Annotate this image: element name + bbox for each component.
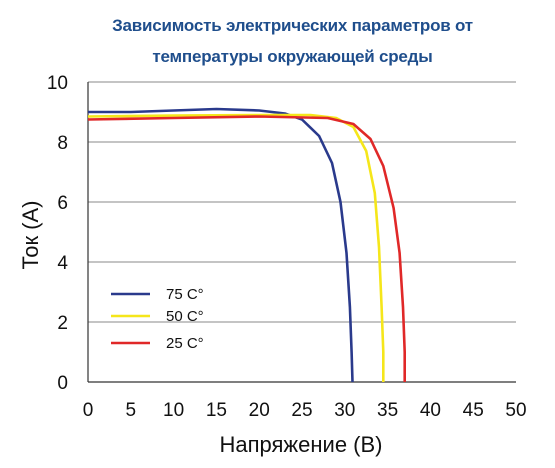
y-tick-label: 8 — [57, 133, 68, 154]
axes — [87, 82, 516, 383]
legend-label: 75 C° — [166, 286, 204, 303]
series-line — [88, 107, 354, 383]
legend-label: 50 C° — [166, 308, 204, 325]
x-tick-label: 5 — [126, 400, 137, 421]
x-tick-label: 20 — [249, 400, 270, 421]
y-tick-label: 10 — [47, 73, 68, 94]
chart-title-line-2: температуры окружающей среды — [152, 47, 433, 66]
x-tick-label: 15 — [206, 400, 227, 421]
x-tick-label: 50 — [505, 400, 526, 421]
y-tick-label: 4 — [57, 253, 68, 274]
y-axis-label: Ток (А) — [18, 200, 43, 269]
legend: 75 C° 50 C° 25 C° — [111, 286, 204, 352]
x-tick-label: 0 — [83, 400, 94, 421]
grid — [88, 81, 516, 383]
x-tick-label: 40 — [420, 400, 441, 421]
legend-label: 25 C° — [166, 335, 204, 352]
x-tick-label: 10 — [163, 400, 184, 421]
x-tick-label: 30 — [334, 400, 355, 421]
x-axis-label: Напряжение (В) — [219, 432, 382, 457]
series-line — [87, 115, 406, 382]
chart-title-line-1: Зависимость электрических параметров от — [112, 16, 473, 35]
y-tick-label: 0 — [57, 373, 68, 394]
x-tick-label: 25 — [291, 400, 312, 421]
series-line — [87, 113, 385, 382]
y-tick-label: 6 — [57, 193, 68, 214]
y-tick-label: 2 — [57, 313, 68, 334]
series-layer — [87, 107, 406, 383]
tick-labels: 0 5 10 15 20 25 30 35 40 45 50 0 2 4 6 8 10 — [47, 73, 527, 421]
x-tick-label: 45 — [463, 400, 484, 421]
x-tick-label: 35 — [377, 400, 398, 421]
